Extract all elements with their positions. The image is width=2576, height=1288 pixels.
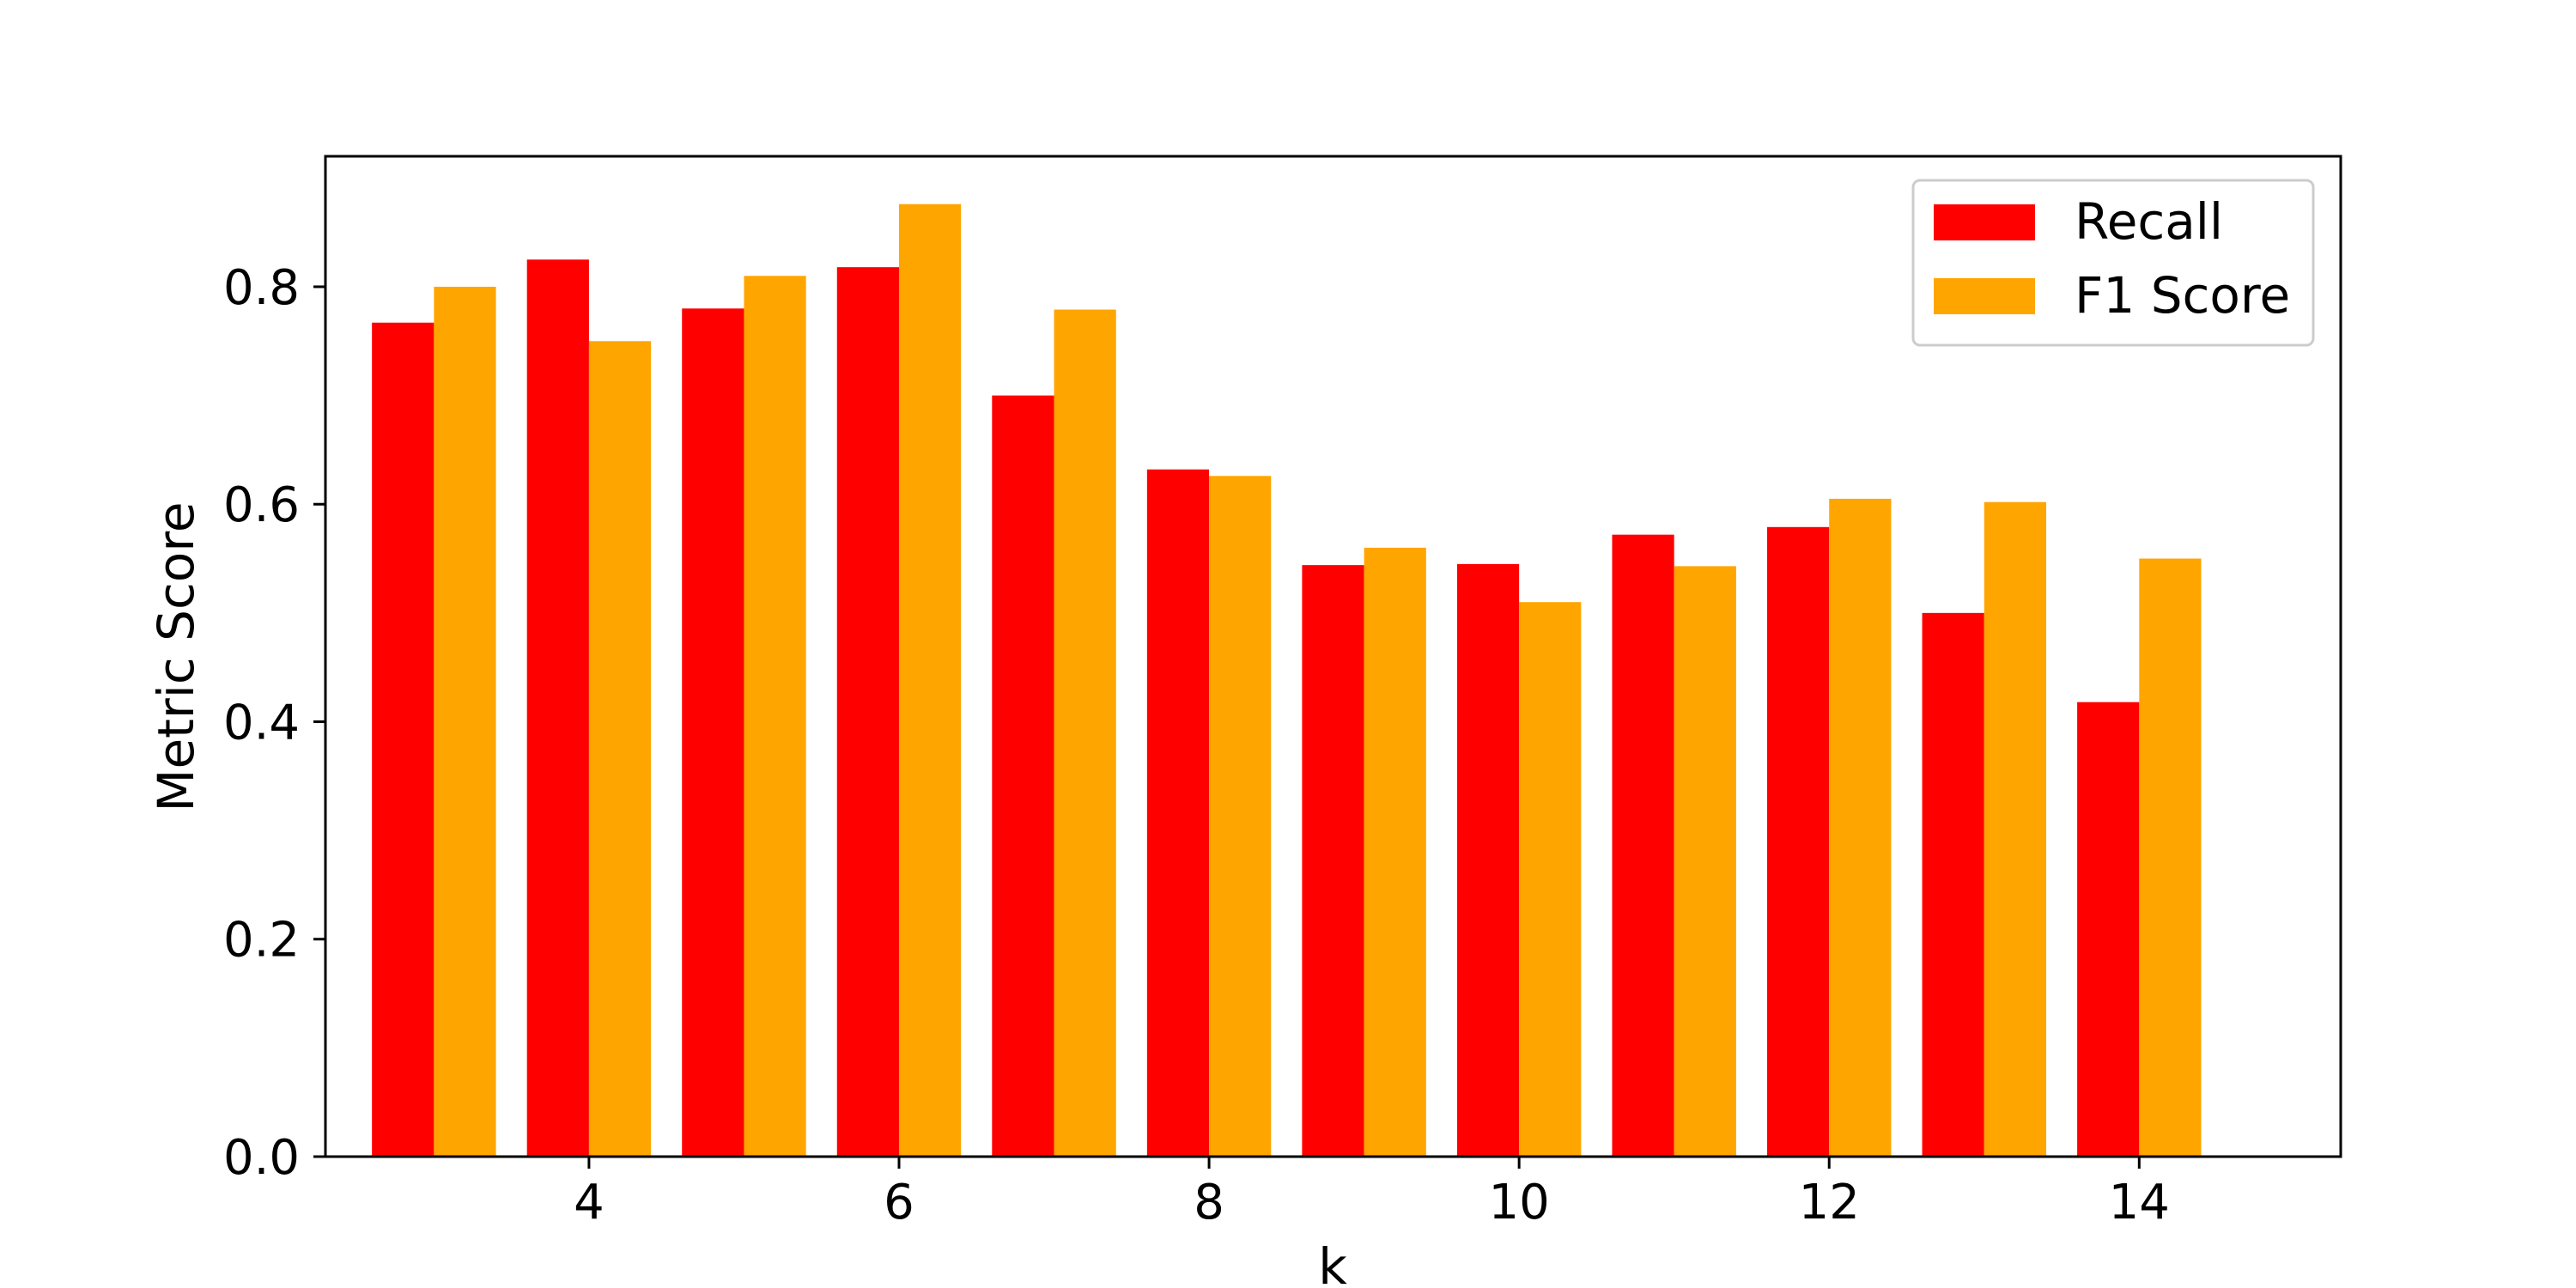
y-tick-label: 0.2 <box>223 913 300 969</box>
legend: Recall F1 Score <box>1911 179 2315 347</box>
bar-f1-score-k11 <box>1674 566 1736 1157</box>
bar-recall-k7 <box>992 395 1054 1157</box>
bar-f1-score-k8 <box>1209 476 1272 1157</box>
x-tick-label: 4 <box>574 1175 605 1230</box>
bar-recall-k11 <box>1612 534 1674 1157</box>
bar-recall-k6 <box>836 267 899 1157</box>
bar-recall-k14 <box>2077 702 2140 1157</box>
bar-f1-score-k14 <box>2139 558 2202 1157</box>
bar-recall-k12 <box>1767 526 1830 1157</box>
bar-f1-score-k9 <box>1364 547 1426 1157</box>
legend-label-f1-score: F1 Score <box>2075 266 2290 325</box>
bar-recall-k9 <box>1302 565 1364 1157</box>
legend-label-recall: Recall <box>2075 192 2223 251</box>
x-tick-label: 6 <box>884 1175 914 1230</box>
y-tick-label: 0.4 <box>223 695 300 750</box>
bar-f1-score-k13 <box>1984 501 2046 1157</box>
legend-swatch-f1-score <box>1934 278 2035 314</box>
bar-recall-k8 <box>1146 469 1210 1157</box>
legend-swatch-recall <box>1934 204 2035 240</box>
bar-f1-score-k12 <box>1829 498 1892 1157</box>
bar-recall-k13 <box>1922 612 1984 1157</box>
x-tick-label: 14 <box>2109 1175 2170 1230</box>
bar-f1-score-k5 <box>744 276 806 1157</box>
bar-f1-score-k10 <box>1519 602 1582 1157</box>
bar-f1-score-k3 <box>434 286 496 1157</box>
bar-f1-score-k7 <box>1054 309 1116 1157</box>
bar-recall-k10 <box>1456 563 1520 1157</box>
bar-recall-k3 <box>372 322 434 1157</box>
x-tick-label: 12 <box>1799 1175 1860 1230</box>
plot-frame <box>324 155 2342 1158</box>
y-tick-label: 0.6 <box>223 477 300 533</box>
x-tick-label: 8 <box>1194 1175 1224 1230</box>
x-axis: 4 6 8 10 12 14 <box>574 1157 2170 1230</box>
bars-layer <box>372 204 2202 1157</box>
bar-recall-k4 <box>526 259 589 1157</box>
y-tick-label: 0.0 <box>223 1130 300 1186</box>
bar-recall-k5 <box>682 308 744 1157</box>
x-axis-label: k <box>1318 1237 1347 1288</box>
x-tick-label: 10 <box>1489 1175 1550 1230</box>
bar-f1-score-k4 <box>588 341 652 1157</box>
y-tick-label: 0.8 <box>223 260 300 316</box>
bar-f1-score-k6 <box>898 204 962 1157</box>
y-axis: 0.0 0.2 0.4 0.6 0.8 <box>223 260 325 1186</box>
y-axis-label: Metric Score <box>147 501 205 811</box>
